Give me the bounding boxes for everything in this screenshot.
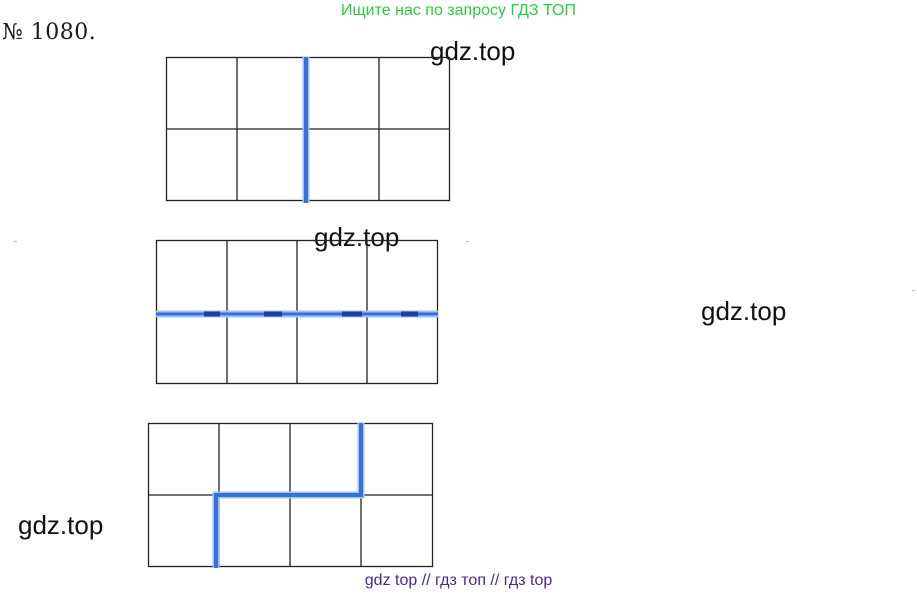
- watermark: gdz.top: [18, 510, 104, 540]
- scan-speck: [912, 290, 915, 291]
- task-number: № 1080.: [2, 20, 97, 45]
- rectangle-2x4-horizontal-cut: [155, 239, 439, 385]
- watermark: gdz.top: [314, 222, 400, 252]
- footer-watermark: gdz top // гдз топ // гдз top: [364, 572, 553, 589]
- scan-speck: [14, 241, 17, 242]
- scan-speck: [466, 241, 469, 242]
- banner-text: Ищите нас по запросу ГДЗ ТОП: [341, 2, 576, 19]
- rectangle-2x4-vertical-cut: [165, 56, 451, 203]
- watermark: gdz.top: [430, 36, 516, 66]
- watermark: gdz.top: [701, 296, 787, 326]
- rectangle-2x4-stepped-cut: [147, 422, 434, 568]
